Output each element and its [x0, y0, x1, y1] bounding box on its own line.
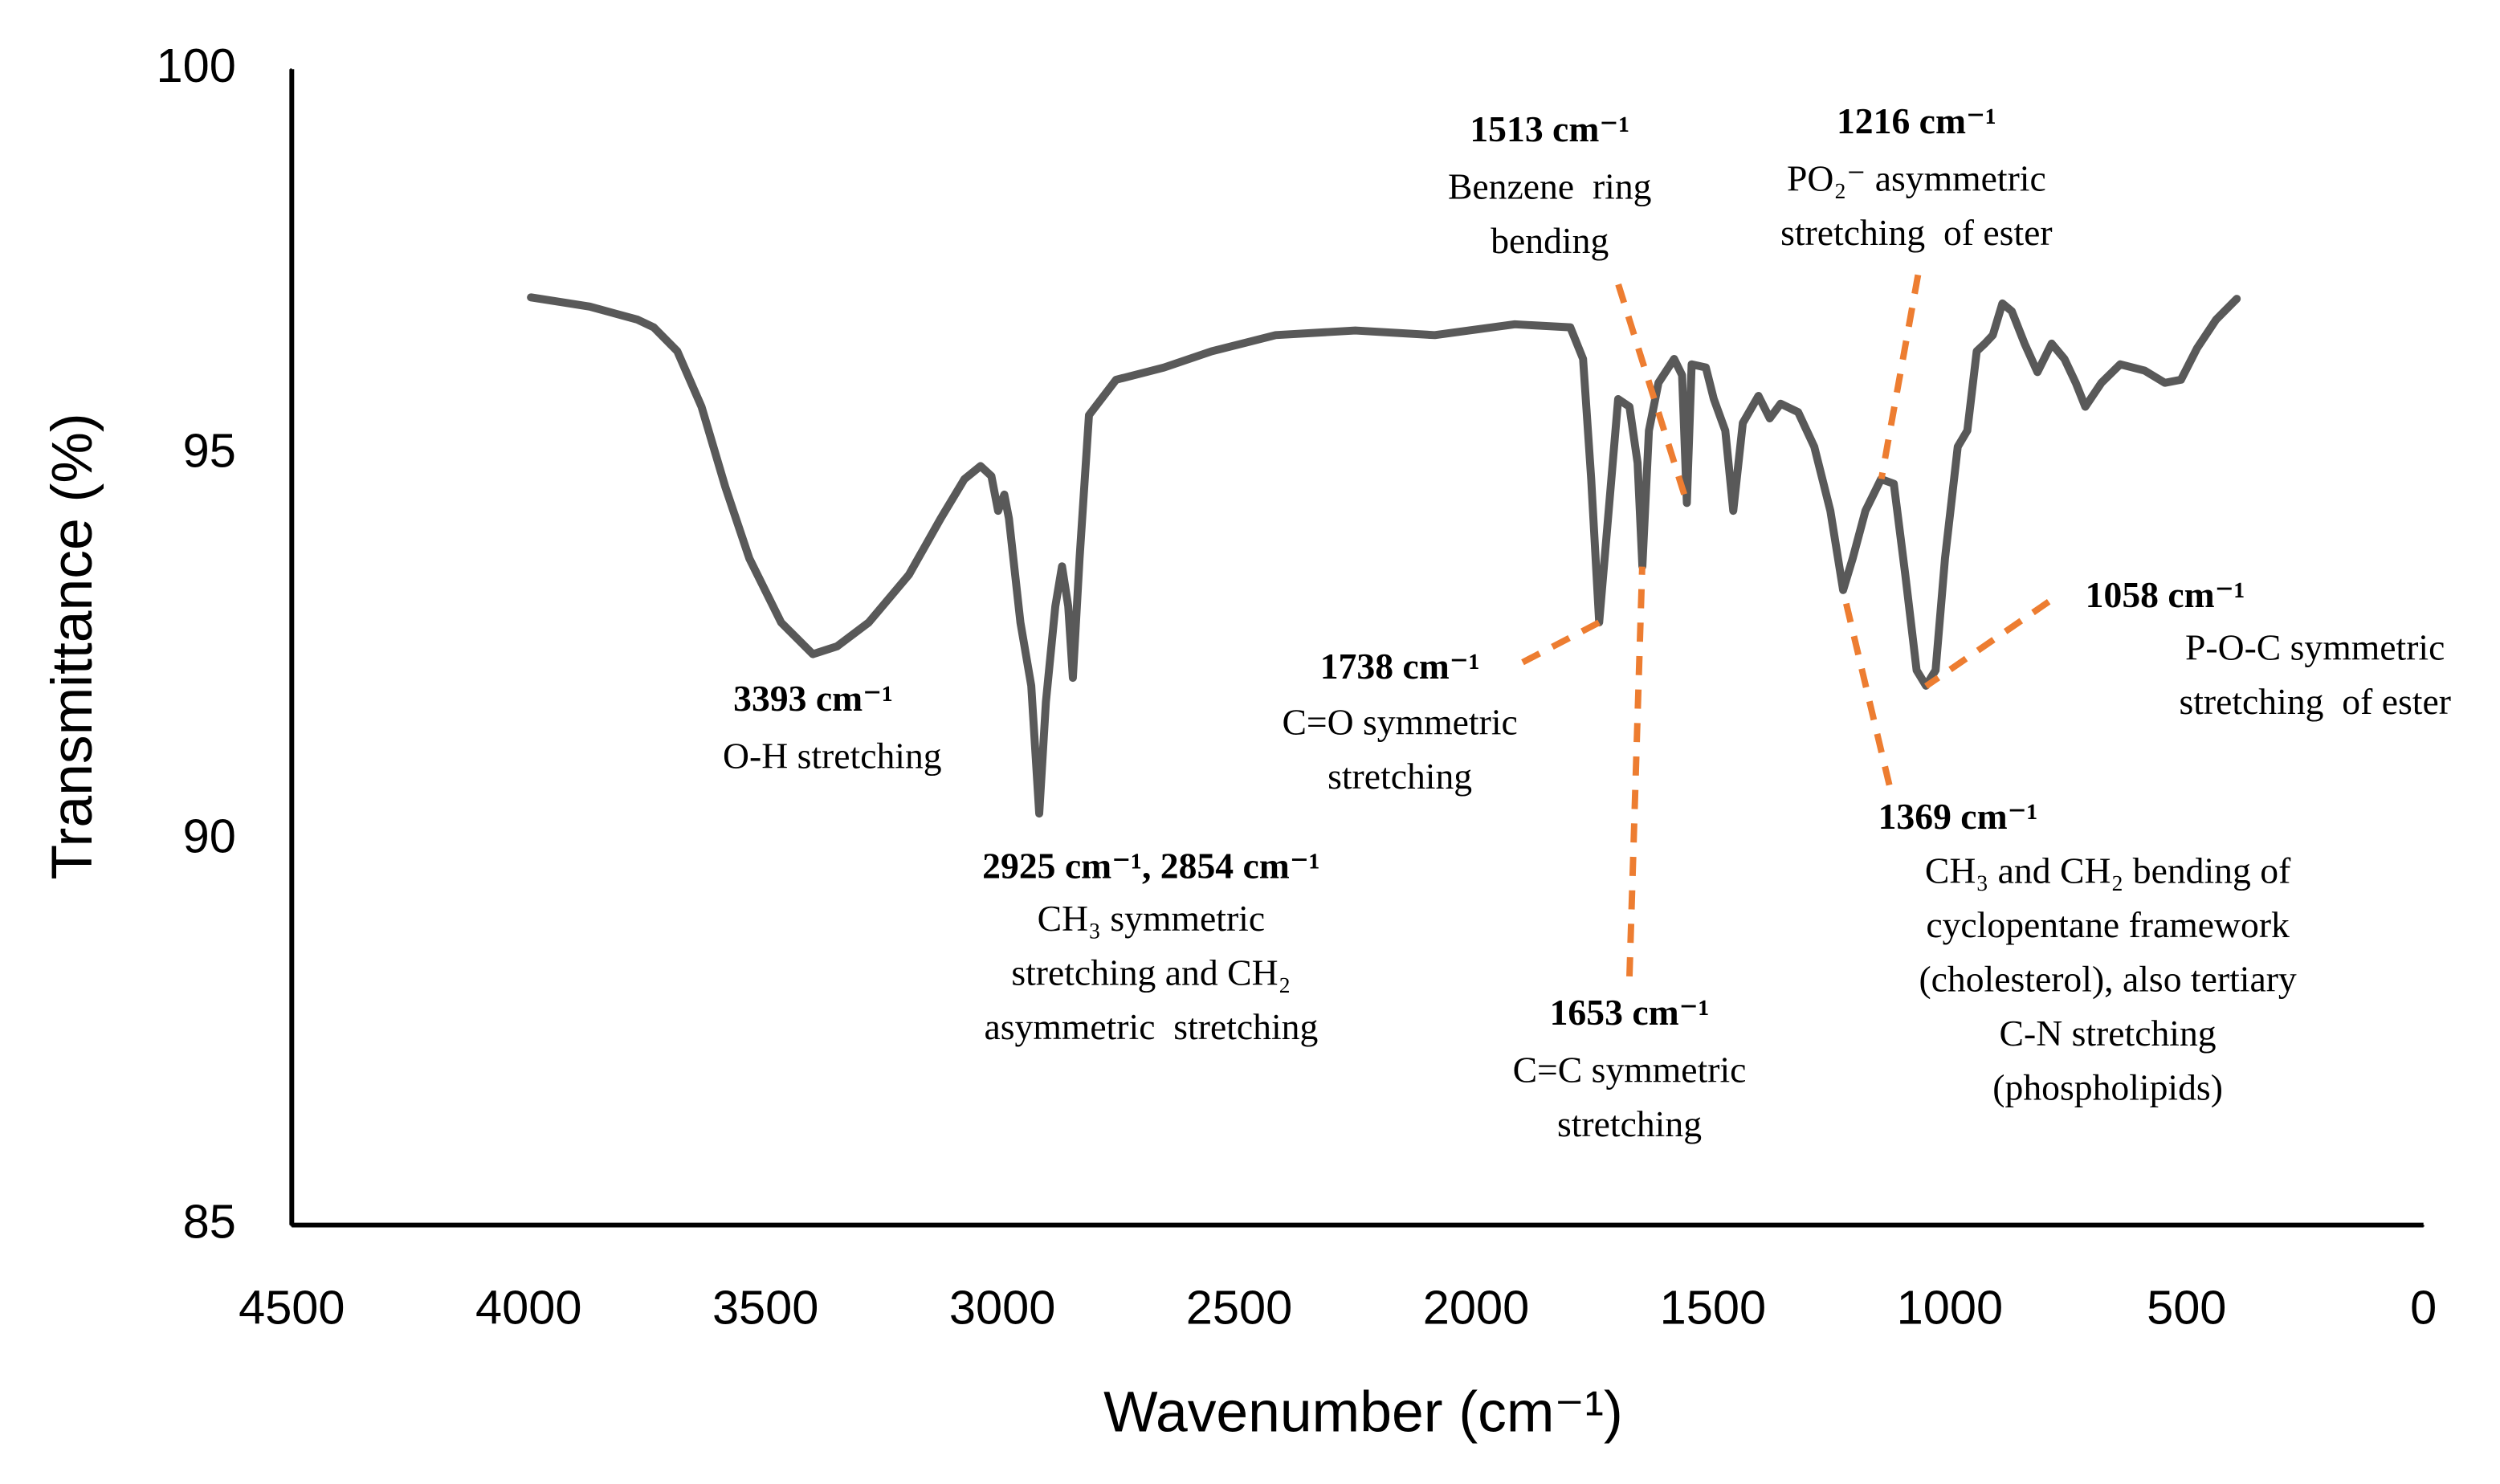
y-tick-label: 85 [183, 1194, 236, 1248]
y-tick-label: 100 [156, 39, 235, 92]
annotation-text: CH₃ and CH₂ bending of [1925, 850, 2291, 891]
leader-line [1626, 566, 1646, 976]
leader-line [1924, 599, 2051, 689]
annotation-heading: 1738 cm⁻¹ [1320, 646, 1480, 687]
annotation-heading: 1513 cm⁻¹ [1470, 108, 1629, 149]
annotation-text: stretching [1557, 1103, 1702, 1144]
annotation-text: C=C symmetric [1513, 1049, 1747, 1090]
y-tick-label: 95 [183, 424, 236, 478]
annotation-text: O-H stretching [723, 735, 942, 776]
annotation-text: asymmetric stretching [984, 1006, 1318, 1047]
leader-line [1878, 274, 1922, 480]
annotation-text: stretching of ester [2179, 681, 2451, 722]
annotation-heading: 1369 cm⁻¹ [1878, 796, 2038, 837]
x-tick-label: 1500 [1660, 1280, 1766, 1334]
x-tick-label: 3500 [712, 1280, 818, 1334]
annotation-text: cyclopentane framework [1926, 904, 2290, 945]
annotation-heading: 1058 cm⁻¹ [2086, 574, 2245, 615]
x-tick-label: 2500 [1186, 1280, 1292, 1334]
annotation-text: (cholesterol), also tertiary [1919, 958, 2296, 999]
leader-line [1615, 283, 1690, 504]
x-tick-label: 0 [2410, 1280, 2437, 1334]
annotation-heading: 1216 cm⁻¹ [1837, 100, 1996, 141]
spectrum-line [527, 293, 2241, 818]
annotation-text: Benzene ring [1448, 166, 1652, 207]
annotation-text: CH₃ symmetric [1038, 898, 1265, 939]
x-tick-label: 4500 [239, 1280, 345, 1334]
annotation-text: PO₂⁻ asymmetric [1787, 158, 2046, 199]
x-tick-label: 500 [2147, 1280, 2226, 1334]
annotation-text: stretching and CH₂ [1011, 952, 1291, 993]
annotation-text: stretching [1327, 756, 1472, 797]
annotation-heading: 2925 cm⁻¹, 2854 cm⁻¹ [982, 845, 1319, 886]
x-tick-label: 3000 [949, 1280, 1055, 1334]
annotation-text: P-O-C symmetric [2185, 626, 2445, 667]
y-axis-title: Transmittance (%) [40, 413, 104, 879]
x-axis-title: Wavenumber (cm⁻¹) [1103, 1380, 1623, 1445]
annotation-text: bending [1491, 220, 1609, 261]
annotation-text: C-N stretching [2000, 1013, 2217, 1054]
y-tick-label: 90 [183, 809, 236, 863]
annotation-text: stretching of ester [1780, 212, 2053, 253]
annotation-heading: 3393 cm⁻¹ [733, 678, 893, 719]
x-tick-label: 1000 [1897, 1280, 2003, 1334]
annotation-heading: 1653 cm⁻¹ [1550, 992, 1710, 1033]
leader-line [1840, 589, 1893, 786]
x-tick-label: 4000 [475, 1280, 581, 1334]
annotation-text: C=O symmetric [1282, 702, 1517, 743]
x-tick-label: 2000 [1423, 1280, 1529, 1334]
annotation-text: (phospholipids) [1992, 1066, 2223, 1107]
leader-line [1521, 619, 1601, 666]
